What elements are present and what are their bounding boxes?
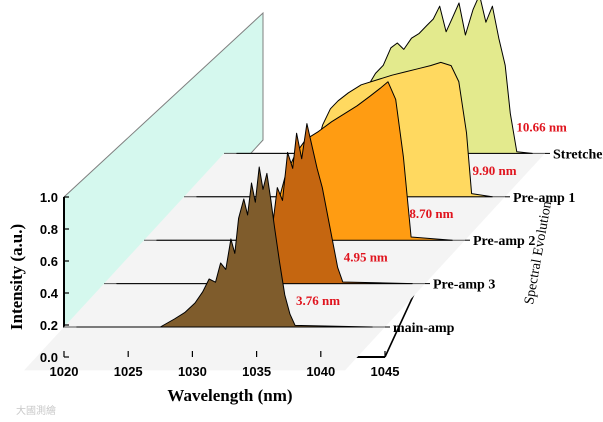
bandwidth-label-main-amp: 3.76 nm (296, 293, 340, 308)
spectrum-area-main-amp (76, 166, 373, 328)
y-tick-label-0.2: 0.2 (40, 318, 58, 333)
x-tick-label-1045: 1045 (371, 364, 400, 379)
x-tick-label-1020: 1020 (50, 364, 79, 379)
series-label-main-amp: main-amp (393, 321, 455, 336)
series-label-stretcher: Stretcher (553, 147, 603, 162)
x-axis-title: Wavelength (nm) (167, 386, 292, 405)
series-label-pre-amp-1: Pre-amp 1 (513, 191, 575, 206)
series-label-pre-amp-3: Pre-amp 3 (433, 278, 495, 293)
y-tick-label-0.8: 0.8 (40, 222, 58, 237)
series-label-pre-amp-2: Pre-amp 2 (473, 234, 535, 249)
y-axis-title: Intensity (a.u.) (7, 224, 26, 330)
x-tick-label-1030: 1030 (178, 364, 207, 379)
y-tick-label-0.4: 0.4 (40, 286, 59, 301)
bandwidth-label-pre-amp-3: 4.95 nm (344, 250, 388, 265)
bandwidth-label-stretcher: 10.66 nm (516, 119, 567, 134)
y-tick-label-0.0: 0.0 (40, 350, 58, 365)
y-tick-label-0.6: 0.6 (40, 254, 58, 269)
floor-plane-main-amp (24, 327, 385, 371)
y-tick-label-1.0: 1.0 (40, 190, 58, 205)
bandwidth-label-pre-amp-2: 8.70 nm (409, 206, 453, 221)
x-tick-label-1040: 1040 (306, 364, 335, 379)
x-tick-label-1025: 1025 (114, 364, 143, 379)
z-axis-title: Spectral Evolution (522, 200, 555, 306)
watermark-text: 大國測繪 (16, 404, 56, 417)
bandwidth-label-pre-amp-1: 9.90 nm (472, 163, 516, 178)
x-tick-label-1035: 1035 (242, 364, 271, 379)
